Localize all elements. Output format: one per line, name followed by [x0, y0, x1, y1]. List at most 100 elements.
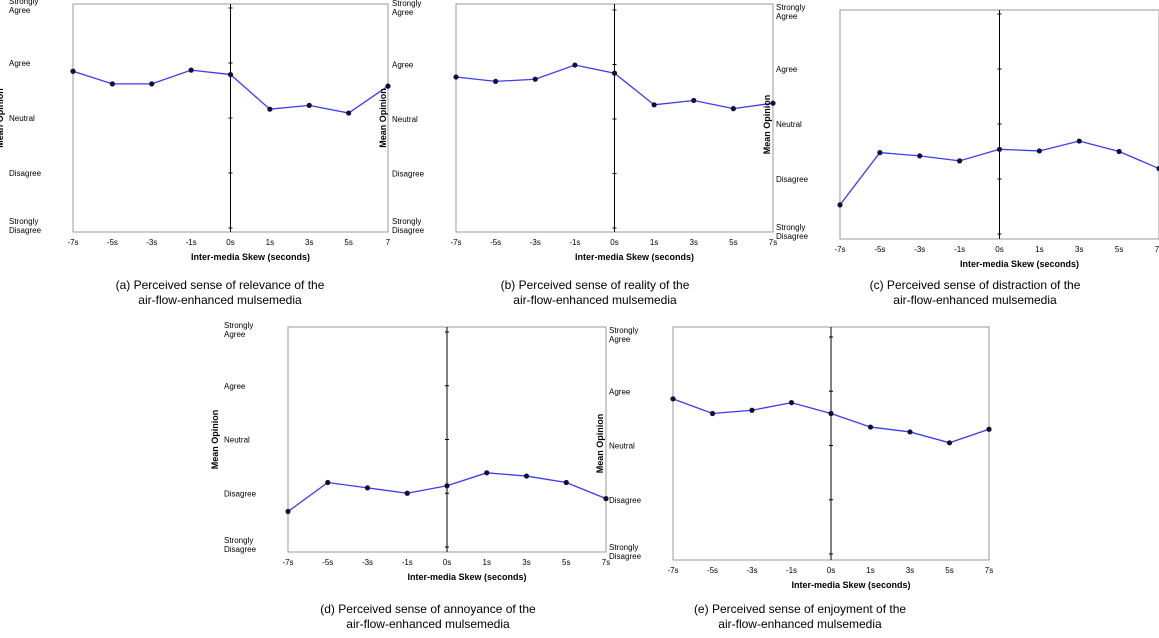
x-tick-label: 1s: [650, 238, 658, 247]
data-point: [986, 426, 992, 432]
x-tick-label: 5s: [729, 238, 737, 247]
x-tick-label: 7: [386, 238, 391, 247]
data-point: [285, 508, 291, 515]
data-point: [1076, 138, 1082, 144]
y-tick-label: Strongly Disagree: [224, 536, 257, 554]
x-tick-label: 0s: [827, 566, 835, 575]
caption-a-line1: (a) Perceived sense of relevance of the: [115, 278, 325, 292]
data-point: [1036, 148, 1042, 154]
y-axis-title: Mean Opinion: [378, 88, 388, 148]
y-axis-title: Mean Opinion: [762, 95, 772, 155]
x-tick-label: -3s: [746, 566, 757, 575]
caption-d: (d) Perceived sense of annoyance of the …: [248, 602, 608, 632]
chart-panel-b: Strongly Disagree Disagree Neutral Agree Stro…: [378, 0, 780, 320]
chart-d: Strongly Disagree Disagree Neutral Agree Stro…: [210, 321, 610, 582]
x-tick-label: -3s: [146, 238, 157, 247]
y-tick-label: Strongly Agree: [224, 321, 253, 339]
data-point: [828, 410, 834, 417]
data-point: [267, 106, 273, 112]
x-axis-title: Inter-media Skew (seconds): [575, 252, 694, 262]
data-point: [691, 97, 697, 104]
caption-b-line1: (b) Perceived sense of reality of the: [500, 278, 690, 292]
y-tick-label: Disagree: [9, 169, 42, 178]
caption-a-line2: air-flow-enhanced mulsemedia: [138, 293, 302, 307]
data-point: [1156, 165, 1159, 172]
data-point: [109, 81, 115, 87]
y-tick-label: Strongly Disagree: [609, 543, 642, 561]
x-tick-label: 7s: [769, 238, 777, 247]
x-tick-label: 1s: [866, 566, 874, 575]
y-tick-label: Strongly Agree: [9, 0, 38, 15]
x-tick-label: 1s: [483, 558, 491, 567]
data-point: [453, 74, 459, 80]
data-point: [917, 153, 923, 159]
x-tick-label: -5s: [707, 566, 718, 575]
data-point: [346, 110, 352, 116]
data-point: [70, 68, 76, 74]
caption-b-line2: air-flow-enhanced mulsemedia: [513, 293, 677, 307]
data-point: [385, 83, 391, 89]
x-axis-title: Inter-media Skew (seconds): [191, 252, 310, 262]
data-point: [749, 407, 755, 413]
data-point: [306, 102, 312, 108]
chart-e: Strongly Disagree Disagree Neutral Agree Stro…: [595, 326, 993, 590]
caption-b: (b) Perceived sense of reality of the ai…: [415, 278, 775, 308]
data-point: [523, 473, 530, 479]
x-tick-label: 3s: [906, 566, 914, 575]
data-point: [603, 496, 609, 502]
y-tick-label: Strongly Disagree: [776, 223, 809, 241]
y-tick-label: Disagree: [776, 175, 809, 184]
chart-b: Strongly Disagree Disagree Neutral Agree Stro…: [378, 0, 777, 262]
data-point: [957, 158, 963, 164]
y-tick-label: Strongly Disagree: [392, 217, 425, 235]
x-tick-label: -7s: [67, 238, 78, 247]
data-point: [572, 62, 578, 68]
caption-e: (e) Perceived sense of enjoyment of the …: [620, 602, 980, 632]
x-axis-title: Inter-media Skew (seconds): [407, 572, 526, 582]
data-point: [484, 470, 490, 476]
x-tick-label: 0s: [995, 245, 1003, 254]
x-axis-title: Inter-media Skew (seconds): [791, 580, 910, 590]
y-tick-label: Agree: [9, 59, 31, 68]
x-axis-title: Inter-media Skew (seconds): [960, 259, 1079, 269]
data-point: [563, 479, 569, 486]
x-tick-label: -7s: [282, 558, 293, 567]
x-tick-label: 0s: [443, 558, 451, 567]
y-tick-label: Neutral: [392, 115, 418, 124]
caption-e-line2: air-flow-enhanced mulsemedia: [718, 617, 882, 631]
x-tick-label: -3s: [530, 238, 541, 247]
caption-d-line1: (d) Perceived sense of annoyance of the: [320, 602, 536, 616]
x-tick-label: -5s: [107, 238, 118, 247]
x-tick-label: 0s: [226, 238, 234, 247]
y-tick-label: Neutral: [9, 114, 35, 123]
caption-c: (c) Perceived sense of distraction of th…: [795, 278, 1155, 308]
y-axis-title: Mean Opinion: [0, 88, 5, 148]
data-point: [493, 78, 499, 84]
x-tick-label: 3s: [305, 238, 313, 247]
x-tick-label: -7s: [834, 245, 845, 254]
data-point: [325, 479, 331, 486]
x-tick-label: -3s: [914, 245, 925, 254]
x-tick-label: -1s: [186, 238, 197, 247]
x-tick-label: -1s: [402, 558, 413, 567]
x-tick-label: 5s: [945, 566, 953, 575]
data-point: [364, 485, 371, 491]
y-axis-title: Mean Opinion: [595, 414, 605, 474]
x-tick-label: -5s: [322, 558, 333, 567]
x-tick-label: 7s: [985, 566, 993, 575]
data-point: [404, 490, 410, 496]
y-tick-label: Neutral: [609, 442, 635, 451]
x-tick-label: 5s: [562, 558, 570, 567]
y-tick-label: Agree: [392, 61, 414, 70]
data-point: [227, 71, 234, 78]
x-tick-label: 5s: [344, 238, 352, 247]
x-tick-label: -1s: [786, 566, 797, 575]
x-tick-label: -5s: [874, 245, 885, 254]
chart-c: Strongly Disagree Disagree Neutral Agree Stro…: [762, 3, 1159, 269]
data-point: [867, 424, 874, 430]
x-tick-label: 1s: [1035, 245, 1043, 254]
chart-panel-a: Strongly Disagree Disagree Neutral Agree Stro…: [0, 0, 395, 320]
caption-c-line2: air-flow-enhanced mulsemedia: [893, 293, 1057, 307]
x-tick-label: 3s: [522, 558, 530, 567]
x-tick-label: 0s: [610, 238, 618, 247]
